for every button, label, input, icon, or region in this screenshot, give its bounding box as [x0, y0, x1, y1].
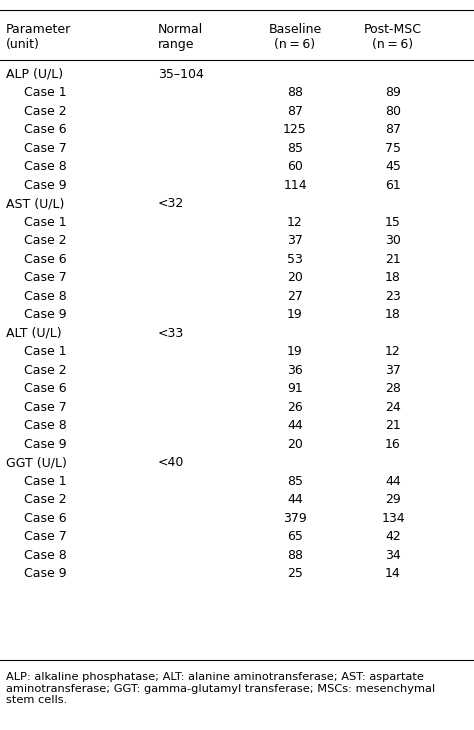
Text: 19: 19 [287, 308, 303, 321]
Text: 30: 30 [385, 234, 401, 247]
Text: Case 7: Case 7 [24, 272, 67, 284]
Text: Case 7: Case 7 [24, 401, 67, 414]
Text: 60: 60 [287, 161, 303, 173]
Text: 15: 15 [385, 216, 401, 228]
Text: Case 1: Case 1 [24, 345, 67, 358]
Text: Baseline
(n = 6): Baseline (n = 6) [268, 23, 322, 51]
Text: Case 6: Case 6 [24, 512, 67, 525]
Text: Case 9: Case 9 [24, 308, 67, 321]
Text: 53: 53 [287, 253, 303, 266]
Text: 134: 134 [381, 512, 405, 525]
Text: 37: 37 [385, 364, 401, 377]
Text: Case 1: Case 1 [24, 474, 67, 488]
Text: Case 7: Case 7 [24, 142, 67, 155]
Text: 45: 45 [385, 161, 401, 173]
Text: 75: 75 [385, 142, 401, 155]
Text: <32: <32 [158, 197, 184, 210]
Text: Case 9: Case 9 [24, 567, 67, 580]
Text: 27: 27 [287, 290, 303, 303]
Text: ALP (U/L): ALP (U/L) [6, 68, 63, 81]
Text: 91: 91 [287, 383, 303, 395]
Text: Case 1: Case 1 [24, 216, 67, 228]
Text: AST (U/L): AST (U/L) [6, 197, 64, 210]
Text: 114: 114 [283, 179, 307, 192]
Text: 379: 379 [283, 512, 307, 525]
Text: 18: 18 [385, 272, 401, 284]
Text: 14: 14 [385, 567, 401, 580]
Text: 88: 88 [287, 86, 303, 99]
Text: Case 2: Case 2 [24, 104, 67, 118]
Text: Normal
range: Normal range [158, 23, 203, 51]
Text: 16: 16 [385, 438, 401, 450]
Text: 88: 88 [287, 549, 303, 562]
Text: Case 6: Case 6 [24, 253, 67, 266]
Text: 23: 23 [385, 290, 401, 303]
Text: 28: 28 [385, 383, 401, 395]
Text: Case 7: Case 7 [24, 530, 67, 543]
Text: 24: 24 [385, 401, 401, 414]
Text: 87: 87 [385, 123, 401, 137]
Text: 44: 44 [287, 419, 303, 432]
Text: Case 6: Case 6 [24, 383, 67, 395]
Text: <33: <33 [158, 327, 184, 339]
Text: 29: 29 [385, 493, 401, 506]
Text: 19: 19 [287, 345, 303, 358]
Text: 80: 80 [385, 104, 401, 118]
Text: 37: 37 [287, 234, 303, 247]
Text: 12: 12 [287, 216, 303, 228]
Text: Parameter
(unit): Parameter (unit) [6, 23, 71, 51]
Text: 35–104: 35–104 [158, 68, 204, 81]
Text: Post-MSC
(n = 6): Post-MSC (n = 6) [364, 23, 422, 51]
Text: Case 9: Case 9 [24, 179, 67, 192]
Text: 34: 34 [385, 549, 401, 562]
Text: Case 8: Case 8 [24, 290, 67, 303]
Text: Case 8: Case 8 [24, 549, 67, 562]
Text: 12: 12 [385, 345, 401, 358]
Text: 85: 85 [287, 142, 303, 155]
Text: 61: 61 [385, 179, 401, 192]
Text: 44: 44 [287, 493, 303, 506]
Text: Case 2: Case 2 [24, 493, 67, 506]
Text: 26: 26 [287, 401, 303, 414]
Text: Case 1: Case 1 [24, 86, 67, 99]
Text: <40: <40 [158, 456, 184, 469]
Text: Case 2: Case 2 [24, 364, 67, 377]
Text: 44: 44 [385, 474, 401, 488]
Text: 20: 20 [287, 272, 303, 284]
Text: 18: 18 [385, 308, 401, 321]
Text: Case 2: Case 2 [24, 234, 67, 247]
Text: Case 8: Case 8 [24, 161, 67, 173]
Text: Case 8: Case 8 [24, 419, 67, 432]
Text: ALT (U/L): ALT (U/L) [6, 327, 62, 339]
Text: 89: 89 [385, 86, 401, 99]
Text: GGT (U/L): GGT (U/L) [6, 456, 67, 469]
Text: Case 9: Case 9 [24, 438, 67, 450]
Text: 20: 20 [287, 438, 303, 450]
Text: 21: 21 [385, 419, 401, 432]
Text: 65: 65 [287, 530, 303, 543]
Text: 42: 42 [385, 530, 401, 543]
Text: 25: 25 [287, 567, 303, 580]
Text: 21: 21 [385, 253, 401, 266]
Text: 87: 87 [287, 104, 303, 118]
Text: 85: 85 [287, 474, 303, 488]
Text: ALP: alkaline phosphatase; ALT: alanine aminotransferase; AST: aspartate
aminotr: ALP: alkaline phosphatase; ALT: alanine … [6, 672, 435, 705]
Text: Case 6: Case 6 [24, 123, 67, 137]
Text: 36: 36 [287, 364, 303, 377]
Text: 125: 125 [283, 123, 307, 137]
